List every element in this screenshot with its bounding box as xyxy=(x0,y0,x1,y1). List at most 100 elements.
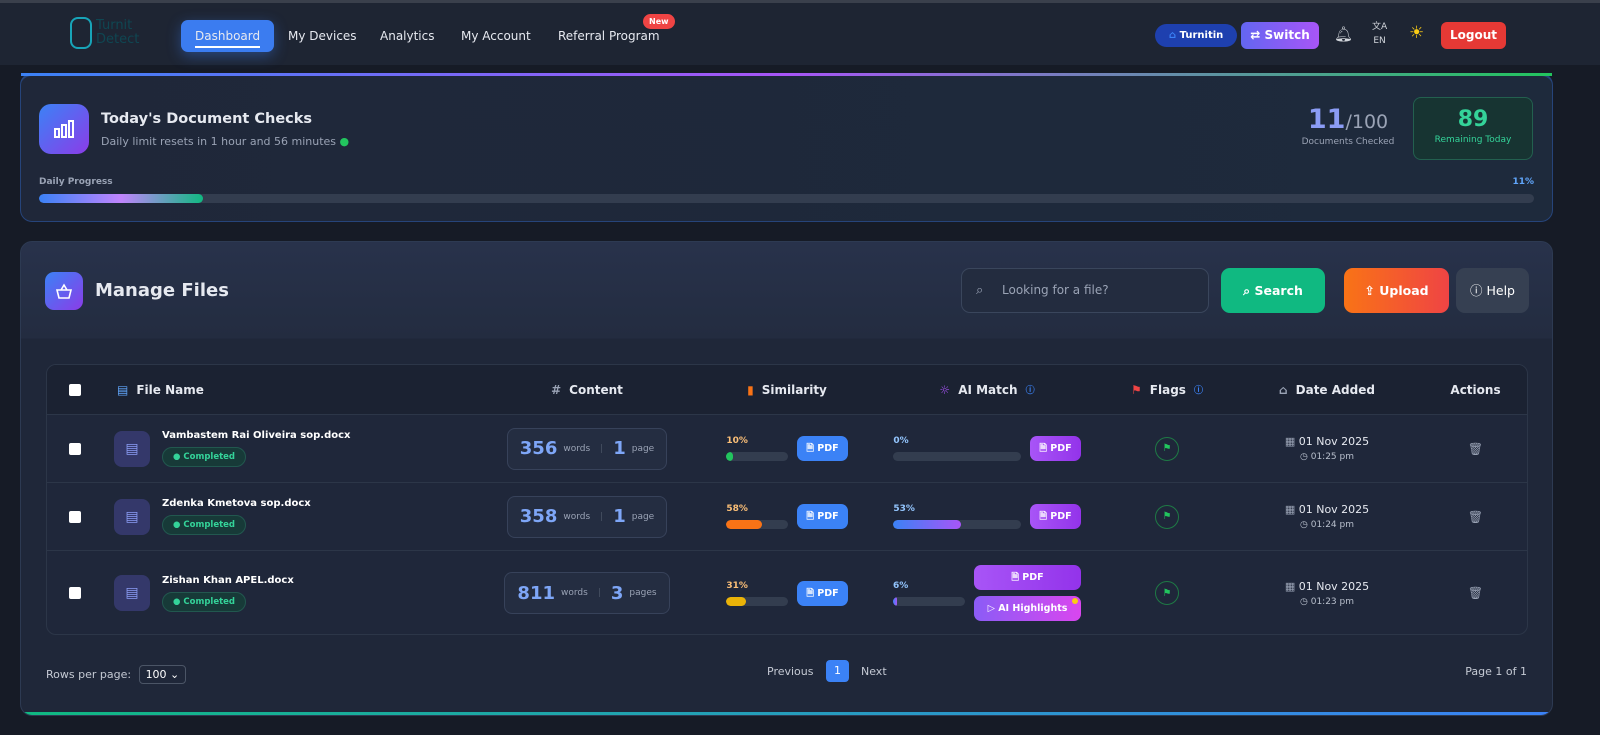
page-1-button[interactable]: 1 xyxy=(826,660,849,682)
logout-button[interactable]: Logout xyxy=(1441,22,1506,49)
bulb-icon: ☼ xyxy=(939,382,951,397)
bell-icon[interactable]: 🔔︎ xyxy=(1334,25,1354,43)
similarity-pdf-button[interactable]: 🗎︎ PDF xyxy=(797,580,848,606)
search-icon: ⌕ xyxy=(976,283,984,298)
hash-icon: # xyxy=(551,382,562,397)
date-added: ▦ 01 Nov 2025 ◷ 01:24 pm xyxy=(1284,503,1370,530)
ai-match-bar xyxy=(893,596,965,606)
flag-icon: ⚑ xyxy=(1131,382,1142,397)
nav-my-devices[interactable]: My Devices xyxy=(288,29,357,43)
row-checkbox[interactable] xyxy=(68,510,81,523)
checks-title: Today's Document Checks xyxy=(101,111,313,127)
content-stats: 356 words | 1 page xyxy=(506,427,668,470)
search-input[interactable]: ⌕ Looking for a file? xyxy=(961,268,1209,313)
file-plus-icon: 🗎︎ xyxy=(806,511,818,522)
select-all-checkbox[interactable] xyxy=(68,383,81,396)
ai-match-percent: 6% xyxy=(893,580,909,591)
status-badge: ● Completed xyxy=(162,447,247,467)
similarity-pdf-button[interactable]: 🗎︎ PDF xyxy=(797,504,848,529)
flag-icon[interactable]: ⚑ xyxy=(1155,504,1179,529)
remaining-today: 89 Remaining Today xyxy=(1413,97,1533,160)
next-page[interactable]: Next xyxy=(861,665,887,678)
ai-match-bar xyxy=(893,452,1022,461)
file-name[interactable]: Zdenka Kmetova sop.docx xyxy=(162,498,311,509)
file-plus-icon: 🗎︎ xyxy=(806,443,818,454)
turnitin-badge[interactable]: ⌂ Turnitin xyxy=(1155,24,1238,47)
chart-icon: ▮ xyxy=(747,382,754,397)
similarity-pdf-button[interactable]: 🗎︎ PDF xyxy=(797,436,848,461)
file-name[interactable]: Vambastem Rai Oliveira sop.docx xyxy=(162,430,351,441)
similarity-percent: 31% xyxy=(726,580,748,591)
similarity-percent: 58% xyxy=(726,504,748,514)
new-badge: New xyxy=(643,14,675,29)
clock-icon: ◷ xyxy=(1300,596,1311,607)
ai-pdf-button[interactable]: 🗎︎ PDF xyxy=(1030,504,1081,529)
language-switcher[interactable]: 文A EN xyxy=(1372,19,1387,46)
date-added: ▦ 01 Nov 2025 ◷ 01:23 pm xyxy=(1284,579,1370,607)
page-info: Page 1 of 1 xyxy=(1465,665,1527,678)
search-button[interactable]: ⌕ Search xyxy=(1221,268,1325,313)
search-icon: ⌕ xyxy=(1243,283,1255,298)
documents-checked: 11/100 Documents Checked xyxy=(1301,104,1395,147)
ai-pdf-button[interactable]: 🗎︎ PDF xyxy=(1030,436,1081,461)
ai-highlights-button[interactable]: ▷ AI Highlights xyxy=(974,596,1081,621)
sun-icon[interactable]: ☀ xyxy=(1409,23,1425,43)
info-icon: ⓘ xyxy=(1025,386,1035,396)
row-checkbox[interactable] xyxy=(68,442,81,455)
files-table: ▤ File Name # Content ▮ Similarity ☼ AI Matc… xyxy=(46,364,1528,635)
ai-match-percent: 53% xyxy=(893,504,915,514)
table-row: ▤ Zishan Khan APEL.docx ● Completed 811 wor… xyxy=(47,551,1527,634)
similarity-percent: 10% xyxy=(726,436,748,446)
file-plus-icon: 🗎︎ xyxy=(806,587,818,599)
similarity-bar xyxy=(726,596,789,606)
previous-page[interactable]: Previous xyxy=(767,665,814,678)
daily-checks-card: Today's Document Checks Daily limit rese… xyxy=(20,73,1553,222)
document-icon: ▤ xyxy=(114,430,150,467)
flag-icon[interactable]: ⚑ xyxy=(1155,581,1179,605)
logo[interactable]: Turnit Detect xyxy=(70,17,139,49)
table-row: ▤ Zdenka Kmetova sop.docx ● Completed 358 w… xyxy=(47,483,1527,551)
similarity-bar xyxy=(726,452,789,461)
content-stats: 811 words | 3 pages xyxy=(504,572,670,614)
clock-icon: ◷ xyxy=(1300,520,1311,530)
swap-icon: ⇄ xyxy=(1250,28,1265,42)
reset-text: Daily limit resets in 1 hour and 56 minu… xyxy=(101,135,337,148)
trash-icon[interactable]: 🗑︎ xyxy=(1467,509,1484,524)
switch-button[interactable]: ⇄ Switch xyxy=(1241,22,1319,49)
help-button[interactable]: ⓘ Help xyxy=(1456,268,1529,313)
ai-match-bar xyxy=(893,520,1022,529)
upload-icon: ⇪ xyxy=(1364,283,1380,298)
similarity-bar xyxy=(726,520,789,529)
basket-icon xyxy=(45,272,83,310)
brain-check-icon xyxy=(70,17,92,49)
manage-files-title: Manage Files xyxy=(95,280,229,301)
document-icon: ▤ xyxy=(114,498,150,535)
nav-dashboard[interactable]: Dashboard xyxy=(181,20,275,52)
trash-icon[interactable]: 🗑︎ xyxy=(1467,586,1484,600)
file-name[interactable]: Zishan Khan APEL.docx xyxy=(162,574,294,586)
top-nav: Turnit Detect Dashboard My Devices Analyt… xyxy=(0,0,1600,65)
date-added: ▦ 01 Nov 2025 ◷ 01:25 pm xyxy=(1284,435,1370,462)
table-row: ▤ Vambastem Rai Oliveira sop.docx ● Comple… xyxy=(47,415,1527,483)
file-icon: ▤ xyxy=(117,382,129,397)
ai-pdf-button[interactable]: 🗎︎ PDF xyxy=(974,565,1081,590)
chart-bar-icon xyxy=(39,104,89,154)
flag-icon[interactable]: ⚑ xyxy=(1155,436,1179,461)
lock-icon: ⌂ xyxy=(1279,382,1288,397)
info-icon: ⓘ xyxy=(1193,386,1203,396)
nav-analytics[interactable]: Analytics xyxy=(380,29,435,43)
trash-icon[interactable]: 🗑︎ xyxy=(1467,441,1484,456)
content-stats: 358 words | 1 page xyxy=(506,495,668,538)
nav-referral-program[interactable]: Referral Program xyxy=(558,29,660,43)
status-badge: ● Completed xyxy=(162,591,247,612)
nav-my-account[interactable]: My Account xyxy=(461,29,531,43)
play-icon: ▷ xyxy=(987,603,999,614)
row-checkbox[interactable] xyxy=(68,587,81,599)
rows-per-page-select[interactable]: 100 ⌄ xyxy=(138,665,187,684)
ai-match-percent: 0% xyxy=(893,436,909,446)
table-header: ▤ File Name # Content ▮ Similarity ☼ AI Matc… xyxy=(47,365,1527,415)
status-badge: ● Completed xyxy=(162,515,247,535)
status-dot: ● xyxy=(339,135,350,148)
upload-button[interactable]: ⇪ Upload xyxy=(1344,268,1449,313)
clock-icon: ◷ xyxy=(1300,452,1311,462)
